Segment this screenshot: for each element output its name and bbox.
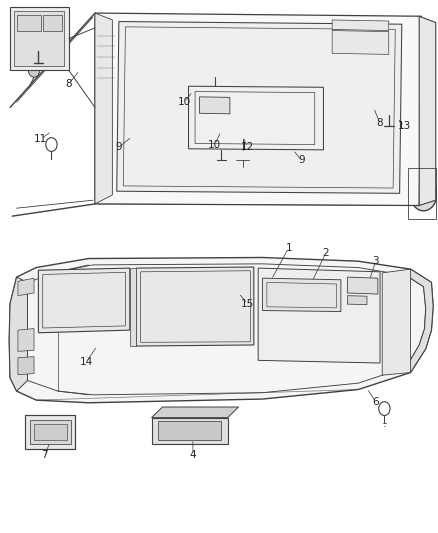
Circle shape xyxy=(261,23,264,27)
Circle shape xyxy=(28,63,40,77)
Circle shape xyxy=(184,424,194,437)
Polygon shape xyxy=(39,268,130,333)
Polygon shape xyxy=(30,420,71,444)
Text: 12: 12 xyxy=(240,142,254,152)
Text: 6: 6 xyxy=(372,397,379,407)
Polygon shape xyxy=(158,421,221,440)
Polygon shape xyxy=(347,277,378,294)
Polygon shape xyxy=(10,7,69,70)
Text: 3: 3 xyxy=(372,256,379,266)
Text: 7: 7 xyxy=(42,450,48,460)
Text: 9: 9 xyxy=(298,156,305,165)
Polygon shape xyxy=(18,357,34,375)
Polygon shape xyxy=(136,267,254,346)
Polygon shape xyxy=(117,21,402,193)
Polygon shape xyxy=(382,269,410,375)
Text: 2: 2 xyxy=(322,248,329,259)
Polygon shape xyxy=(419,16,436,206)
Polygon shape xyxy=(152,418,228,444)
Text: 4: 4 xyxy=(190,450,196,460)
Text: 8: 8 xyxy=(377,118,383,128)
Circle shape xyxy=(205,424,215,437)
Polygon shape xyxy=(18,278,34,296)
Circle shape xyxy=(162,424,172,437)
Circle shape xyxy=(31,31,46,51)
Circle shape xyxy=(382,100,395,115)
Polygon shape xyxy=(199,97,230,114)
Polygon shape xyxy=(152,407,239,418)
Polygon shape xyxy=(332,20,389,30)
Circle shape xyxy=(417,187,430,203)
Polygon shape xyxy=(188,86,323,150)
Text: 8: 8 xyxy=(66,78,72,88)
Polygon shape xyxy=(25,415,75,449)
Text: 1: 1 xyxy=(285,243,292,253)
Polygon shape xyxy=(130,268,136,346)
Circle shape xyxy=(239,150,247,160)
Text: 15: 15 xyxy=(240,298,254,309)
Polygon shape xyxy=(406,269,433,373)
Polygon shape xyxy=(95,13,113,204)
Text: 14: 14 xyxy=(80,357,93,367)
Text: 10: 10 xyxy=(178,97,191,107)
Polygon shape xyxy=(347,296,367,305)
Text: 11: 11 xyxy=(34,134,47,144)
Text: 9: 9 xyxy=(116,142,122,152)
Circle shape xyxy=(410,179,437,211)
Circle shape xyxy=(304,23,308,27)
Polygon shape xyxy=(34,424,67,440)
Polygon shape xyxy=(262,278,341,312)
Text: 13: 13 xyxy=(397,121,410,131)
Polygon shape xyxy=(9,277,28,391)
Polygon shape xyxy=(17,14,41,30)
Polygon shape xyxy=(43,14,62,30)
Polygon shape xyxy=(95,13,421,206)
Text: 10: 10 xyxy=(208,140,221,150)
Polygon shape xyxy=(18,328,34,351)
Polygon shape xyxy=(258,268,380,363)
Polygon shape xyxy=(14,11,64,66)
Polygon shape xyxy=(332,30,389,54)
Polygon shape xyxy=(9,257,433,403)
